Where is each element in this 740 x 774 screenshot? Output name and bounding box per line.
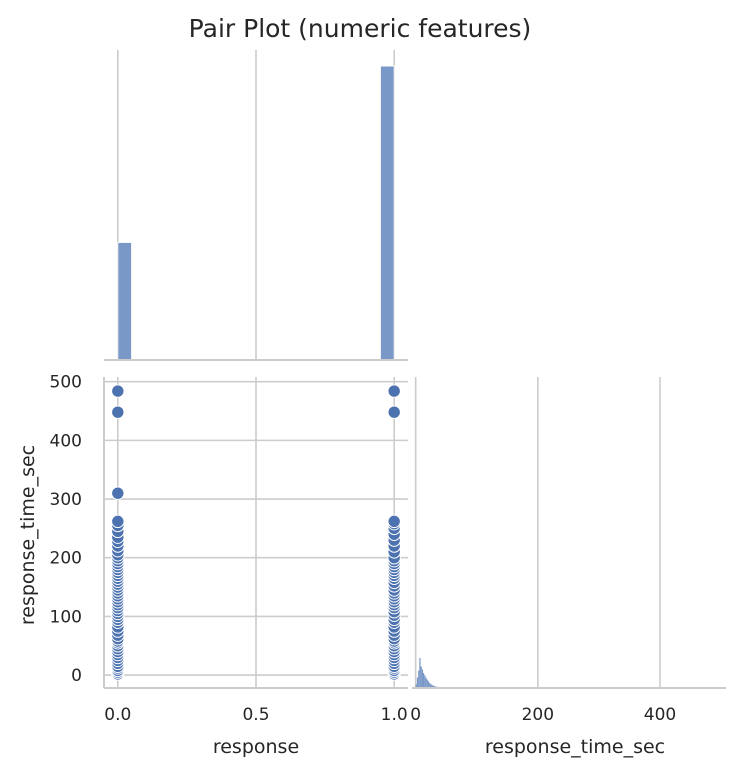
scatter-x-tick-2: 1.0 (381, 705, 408, 725)
scatter-point-0-48 (111, 514, 125, 529)
response-time-histogram-bar-9 (426, 679, 428, 688)
chart-title: Pair Plot (numeric features) (189, 14, 532, 43)
scatter-y-tick-4: 400 (50, 431, 82, 451)
response-time-histogram-x-tick-2: 400 (644, 705, 676, 725)
response-time-histogram-panel: 0 200 400 response_time_sec (410, 377, 726, 758)
scatter-point-1-46 (387, 405, 401, 419)
scatter-points (111, 384, 401, 681)
scatter-y-axis-label: response_time_sec (17, 445, 39, 625)
scatter-x-tick-1: 0.5 (242, 705, 269, 725)
response-histogram-bar-1 (379, 65, 395, 361)
response-time-histogram-x-tick-1: 200 (522, 705, 554, 725)
scatter-panel: 0 100 200 300 400 500 0.0 0.5 1.0 response resp… (17, 373, 408, 758)
response-histogram-bar-0 (117, 241, 133, 361)
scatter-point-1-47 (387, 384, 401, 398)
response-time-histogram-bar-11 (429, 682, 431, 688)
response-time-histogram-gridlines (414, 377, 661, 688)
scatter-point-0-50 (111, 405, 125, 419)
response-histogram-bars (117, 65, 395, 361)
response-time-histogram-bar-1 (416, 677, 419, 688)
response-time-histogram-bar-14 (432, 685, 434, 688)
scatter-x-tick-labels: 0.0 0.5 1.0 (104, 705, 407, 725)
response-time-histogram-bar-3 (419, 658, 421, 688)
response-time-histogram-x-tick-0: 0 (410, 705, 421, 725)
scatter-x-tick-0: 0.0 (104, 705, 131, 725)
response-time-histogram-x-axis-label: response_time_sec (485, 736, 665, 758)
scatter-y-tick-2: 200 (50, 549, 82, 569)
response-time-histogram-bars (415, 658, 478, 688)
response-time-histogram-bar-4 (420, 666, 422, 688)
scatter-point-1-45 (387, 514, 401, 529)
response-time-histogram-bar-7 (424, 675, 426, 688)
scatter-y-tick-labels: 0 100 200 300 400 500 (50, 373, 82, 686)
response-time-histogram-bar-10 (427, 681, 430, 688)
response-histogram-panel (104, 50, 408, 361)
response-time-histogram-bar-13 (431, 685, 433, 688)
scatter-y-tick-3: 300 (50, 490, 82, 510)
response-time-histogram-bar-0 (415, 684, 417, 688)
response-time-histogram-bar-12 (430, 684, 432, 688)
scatter-x-axis-label: response (213, 736, 299, 758)
scatter-y-tick-0: 0 (71, 666, 82, 686)
scatter-point-0-49 (111, 486, 125, 500)
scatter-gridlines (104, 377, 408, 688)
response-time-histogram-bar-8 (425, 677, 427, 688)
scatter-y-tick-1: 100 (50, 607, 82, 627)
response-time-histogram-bar-5 (421, 669, 423, 688)
response-time-histogram-bar-2 (418, 670, 420, 688)
response-time-histogram-bar-6 (422, 673, 425, 688)
scatter-point-0-51 (111, 384, 125, 398)
response-histogram-gridlines (117, 50, 395, 360)
scatter-y-tick-5: 500 (50, 373, 82, 393)
response-time-histogram-x-tick-labels: 0 200 400 (410, 705, 676, 725)
